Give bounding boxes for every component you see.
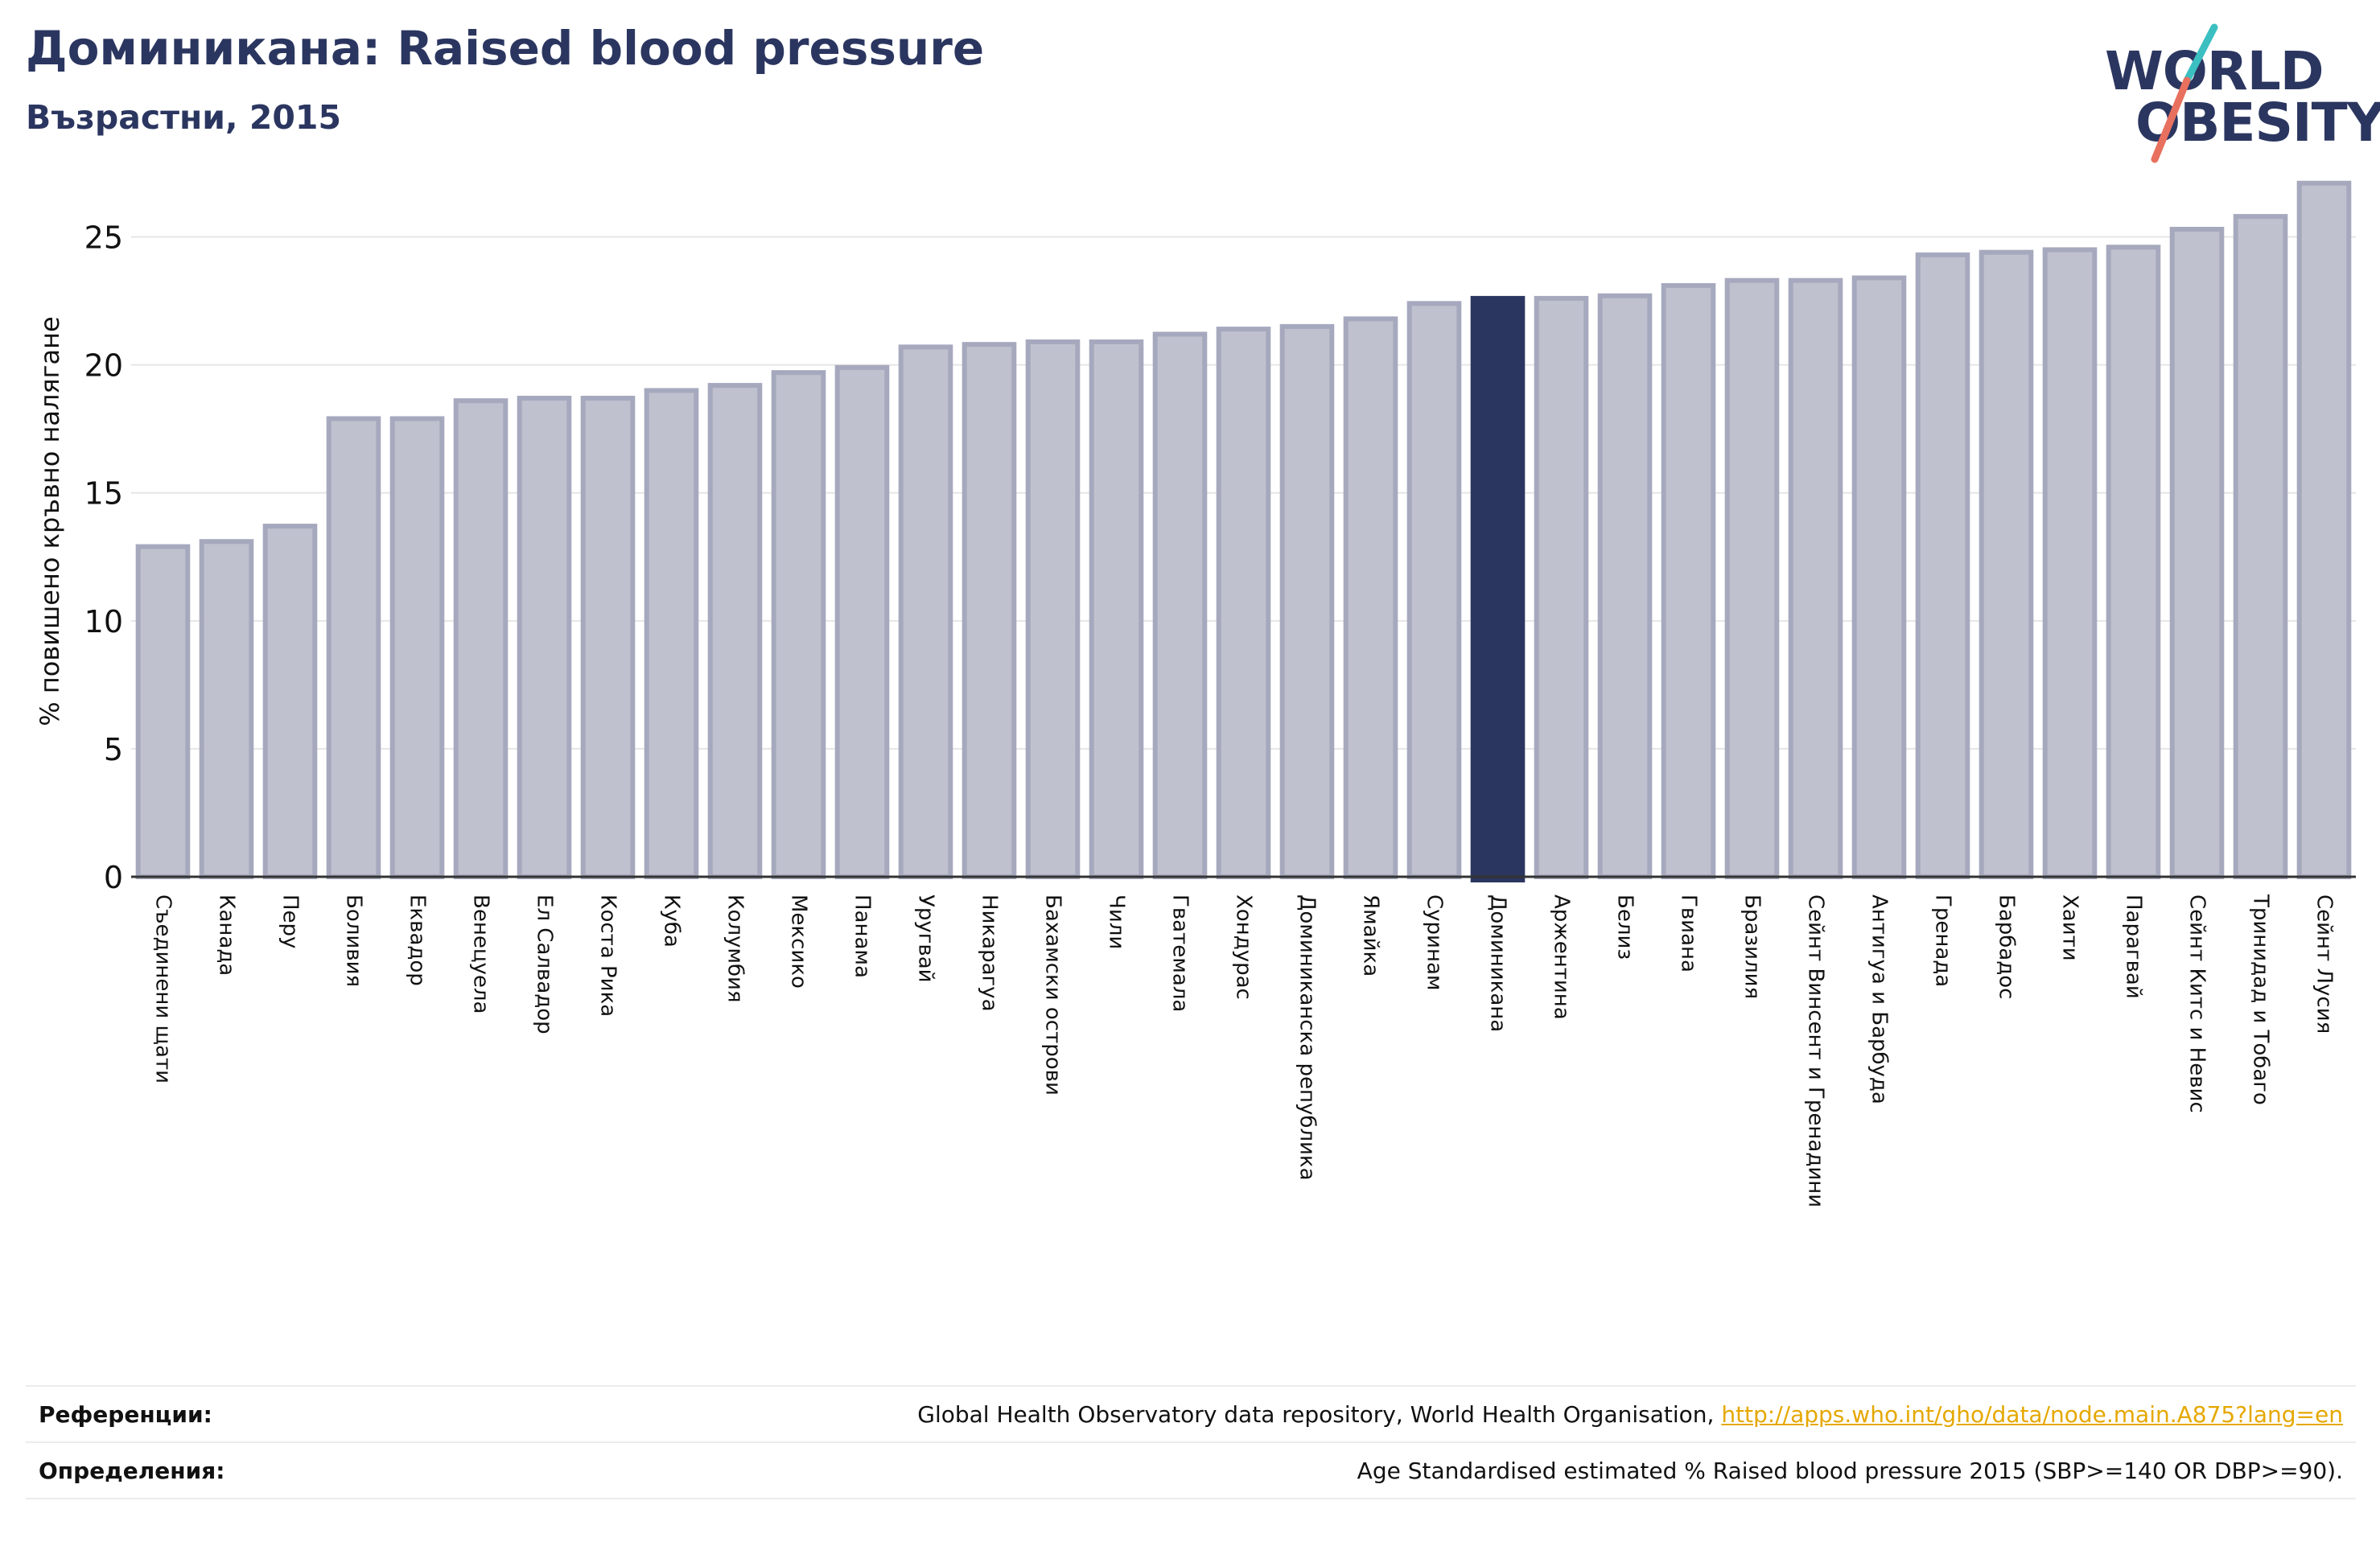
bar [453, 398, 509, 879]
x-tick-label: Барбадос [1995, 894, 2019, 999]
references-label: Референции: [39, 1400, 212, 1428]
references-link[interactable]: http://apps.who.int/gho/data/node.main.A… [1721, 1400, 2343, 1428]
bar [707, 383, 763, 880]
bar [771, 370, 826, 879]
bar [2296, 180, 2352, 879]
bar [2106, 245, 2161, 880]
x-tick-label: Хондурас [1232, 894, 1256, 1000]
bar [1724, 278, 1780, 879]
bar [898, 344, 953, 879]
bar [1915, 252, 1970, 879]
bar [834, 364, 890, 879]
bar [262, 524, 318, 879]
bar [1279, 323, 1335, 879]
x-tick-label: Панама [850, 894, 875, 978]
x-tick-label: Куба [660, 894, 684, 948]
bar [1089, 339, 1144, 879]
bar [135, 544, 191, 880]
bar [517, 396, 572, 879]
x-tick-label: Гренада [1931, 894, 1955, 987]
x-tick-label: Парагвай [2122, 894, 2146, 999]
definitions-label: Определения: [39, 1457, 225, 1484]
bar [2169, 227, 2225, 879]
bars [135, 180, 2352, 882]
logo-word-world: WORLD [2105, 40, 2324, 102]
bar-chart: 0 5 10 15 20 25 Съединени щати Канада Перу Болив… [35, 180, 2356, 1207]
y-tick-label: 5 [104, 732, 123, 767]
bar [1343, 316, 1398, 879]
bar [199, 539, 254, 879]
x-tick-label: Боливия [342, 894, 366, 987]
x-tick-label: Аржентина [1550, 894, 1574, 1020]
bar [1597, 293, 1653, 879]
x-tick-label: Доминиканска република [1295, 894, 1320, 1181]
bar [2042, 247, 2098, 880]
x-tick-label: Перу [278, 894, 303, 948]
x-tick-label: Никарагуа [978, 894, 1002, 1012]
bar [1152, 331, 1208, 880]
x-tick-label: Белиз [1613, 894, 1637, 960]
bar [1851, 275, 1907, 880]
x-tick-labels: Съединени щати Канада Перу Боливия Еквадор Ве… [151, 894, 2337, 1207]
references-text: Global Health Observatory data repositor… [917, 1400, 1722, 1428]
bar [1025, 339, 1081, 879]
y-axis-label: % повишено кръвно налягане [35, 316, 65, 726]
bar [1979, 249, 2034, 879]
x-tick-label: Тринидад и Тобаго [2249, 894, 2273, 1105]
page-title: Доминикана: Raised blood pressure [26, 21, 985, 76]
y-tick-labels: 0 5 10 15 20 25 [84, 220, 123, 895]
x-tick-label: Сейнт Китс и Невис [2185, 894, 2209, 1113]
bar [1534, 295, 1589, 879]
y-tick-label: 10 [84, 604, 123, 639]
x-tick-label: Бразилия [1740, 894, 1764, 999]
bar-highlighted [1470, 295, 1526, 882]
definitions-row: Определения: Age Standardised estimated … [26, 1443, 2356, 1499]
page-subtitle: Възрастни, 2015 [26, 98, 341, 137]
bar [1406, 301, 1462, 880]
x-tick-label: Съединени щати [151, 894, 175, 1084]
x-tick-label: Мексико [787, 894, 811, 989]
x-tick-label: Колумбия [723, 894, 747, 1003]
x-tick-label: Бахамски острови [1041, 894, 1065, 1096]
world-obesity-logo: WORLD OBESITY [2092, 23, 2380, 167]
x-tick-label: Доминикана [1486, 894, 1510, 1032]
x-tick-label: Ел Салвадор [533, 894, 557, 1034]
bar [1661, 283, 1716, 879]
bar [580, 396, 636, 879]
footer-table: Референции: Global Health Observatory da… [26, 1385, 2356, 1499]
x-tick-label: Хаити [2058, 894, 2082, 961]
x-tick-label: Уругвай [914, 894, 938, 983]
x-tick-label: Антигуа и Барбуда [1867, 894, 1892, 1104]
bar [961, 342, 1017, 879]
y-tick-label: 0 [104, 860, 123, 895]
y-tick-label: 20 [84, 348, 123, 384]
references-row: Референции: Global Health Observatory da… [26, 1387, 2356, 1443]
x-tick-label: Сейнт Лусия [2312, 894, 2337, 1034]
x-tick-label: Гвиана [1677, 894, 1701, 972]
bar [1216, 327, 1271, 880]
bar [1788, 278, 1843, 879]
logo-slash-icon [2151, 23, 2218, 163]
definitions-value: Age Standardised estimated % Raised bloo… [1357, 1457, 2343, 1484]
y-tick-label: 25 [84, 220, 123, 256]
x-tick-label: Сейнт Винсент и Гренадини [1804, 894, 1828, 1207]
x-tick-label: Суринам [1423, 894, 1447, 991]
x-tick-label: Канада [215, 894, 239, 976]
x-tick-label: Венецуела [469, 894, 493, 1014]
bar [644, 388, 699, 880]
x-tick-label: Коста Рика [596, 894, 620, 1017]
x-tick-label: Чили [1105, 894, 1129, 949]
y-tick-label: 15 [84, 476, 123, 512]
bar [326, 416, 381, 879]
x-tick-label: Гватемала [1168, 894, 1192, 1012]
x-tick-label: Еквадор [406, 894, 430, 986]
bar [389, 416, 445, 879]
bar [2233, 214, 2288, 880]
x-tick-label: Ямайка [1359, 894, 1383, 977]
references-value: Global Health Observatory data repositor… [917, 1401, 2343, 1428]
